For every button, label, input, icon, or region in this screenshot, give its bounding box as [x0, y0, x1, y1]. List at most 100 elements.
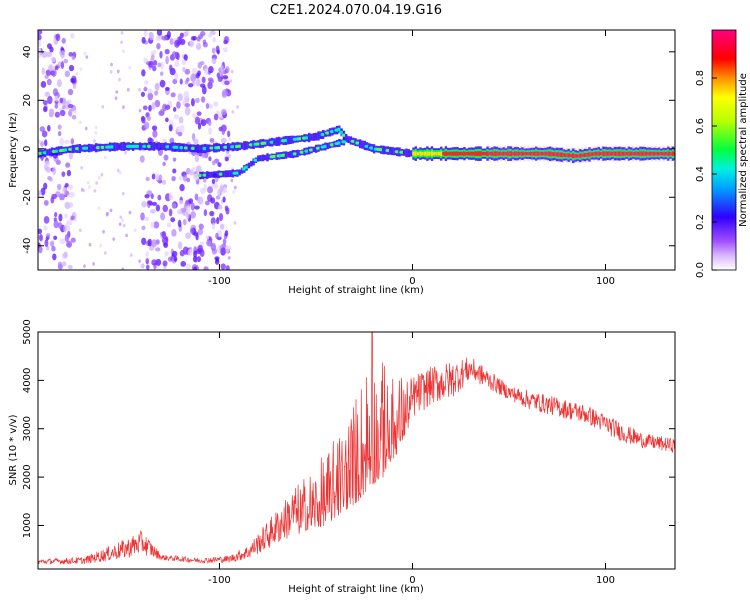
main-band-peak: [653, 151, 656, 156]
noise-point: [174, 51, 179, 60]
noise-point: [79, 67, 83, 71]
main-band-segment: [409, 150, 413, 157]
main-band-blob: [142, 144, 147, 148]
main-band-peak: [581, 153, 584, 158]
main-band-segment: [196, 144, 200, 154]
snr-ytick-label: 5000: [22, 319, 33, 344]
main-band-peak: [509, 151, 512, 156]
noise-point: [71, 55, 76, 60]
main-band-segment: [266, 139, 269, 146]
lower-band-blob: [315, 146, 321, 150]
noise-point: [83, 51, 87, 56]
noise-point: [193, 250, 198, 258]
noise-point: [216, 49, 220, 55]
colorbar-tick-label: 0.2: [695, 214, 706, 230]
noise-point: [121, 191, 125, 196]
noise-point: [230, 178, 234, 183]
main-band-halo: [577, 148, 580, 164]
noise-point: [70, 237, 76, 243]
snr-y-label: SNR (10 * v/v): [8, 414, 19, 485]
noise-point: [181, 59, 187, 66]
noise-point: [151, 102, 156, 110]
snr-ytick-label: 3000: [22, 416, 33, 441]
noise-point: [208, 32, 213, 38]
noise-point: [64, 213, 68, 219]
noise-point: [178, 200, 184, 206]
lower-band-blob: [329, 143, 335, 147]
main-band-peak: [585, 152, 589, 157]
noise-point: [151, 173, 156, 180]
noise-point: [174, 39, 180, 48]
main-band-blob: [109, 145, 115, 149]
main-band-halo: [554, 146, 557, 163]
noise-point: [46, 51, 52, 58]
noise-point: [70, 215, 75, 221]
noise-point: [183, 54, 188, 61]
noise-point: [42, 100, 48, 106]
snr-xtick-label: 100: [596, 575, 615, 586]
main-band-segment: [382, 145, 385, 155]
noise-point: [97, 206, 101, 210]
noise-point: [166, 222, 172, 228]
main-band-blob: [355, 141, 361, 145]
noise-point: [88, 242, 92, 247]
noise-point: [210, 243, 217, 251]
spectrogram-xtick-label: 0: [409, 276, 415, 287]
noise-point: [209, 138, 215, 143]
main-band-peak: [579, 153, 582, 158]
noise-point: [40, 187, 46, 196]
lower-band-segment: [264, 154, 267, 161]
snr-xtick-label: -100: [208, 575, 231, 586]
noise-point: [184, 107, 191, 116]
main-band-segment: [407, 149, 411, 158]
main-band-peak: [456, 151, 459, 156]
noise-point: [171, 202, 177, 209]
colorbar-tick-label: 0.0: [695, 262, 706, 278]
noise-point: [105, 212, 109, 217]
noise-point: [73, 110, 77, 114]
noise-point: [124, 150, 127, 155]
noise-point: [155, 247, 161, 252]
noise-point: [168, 192, 173, 200]
noise-point: [46, 124, 51, 132]
noise-point: [43, 182, 48, 190]
noise-point: [64, 182, 69, 188]
noise-point: [145, 251, 149, 258]
main-band-segment: [150, 142, 153, 151]
main-band-blob: [68, 147, 73, 151]
main-band-peak: [511, 151, 515, 156]
noise-point: [118, 77, 121, 82]
noise-point: [68, 184, 73, 191]
noise-point: [125, 233, 129, 238]
main-band-segment: [78, 144, 82, 154]
noise-point: [71, 114, 77, 120]
noise-point: [198, 34, 204, 40]
main-band-peak: [639, 151, 642, 156]
noise-point: [169, 54, 175, 61]
main-band-peak: [532, 151, 536, 156]
main-band-halo: [592, 146, 596, 162]
main-band-blob: [399, 150, 405, 154]
main-band-segment: [219, 144, 223, 151]
main-band-halo: [600, 145, 603, 162]
noise-point: [209, 79, 214, 84]
noise-point: [128, 65, 132, 70]
main-band-peak: [562, 153, 566, 157]
noise-point: [67, 88, 74, 96]
main-band-peak: [442, 151, 445, 156]
main-band-peak: [551, 151, 554, 157]
noise-point: [60, 61, 65, 70]
main-band-segment: [314, 132, 318, 141]
noise-point: [194, 154, 200, 163]
main-band-peak: [477, 151, 480, 156]
main-band-segment: [87, 143, 91, 153]
noise-point: [161, 179, 167, 185]
noise-point: [54, 212, 58, 218]
lower-band-segment: [226, 170, 230, 178]
noise-point: [58, 213, 63, 222]
noise-point: [74, 217, 77, 222]
noise-point: [200, 96, 206, 103]
main-band-peak: [465, 152, 468, 156]
noise-point: [38, 228, 43, 235]
noise-point: [164, 251, 169, 257]
